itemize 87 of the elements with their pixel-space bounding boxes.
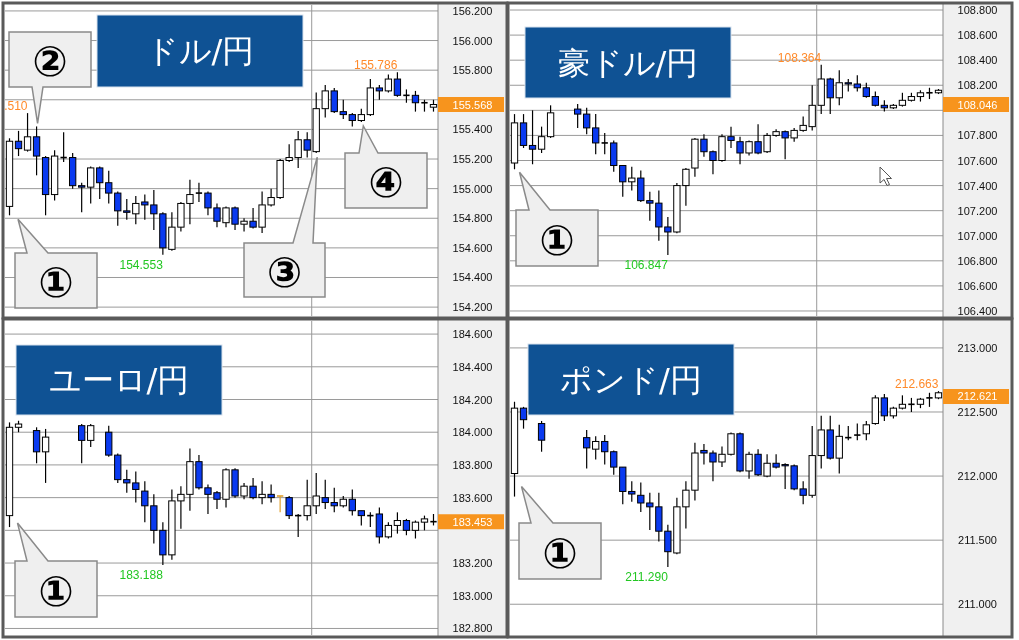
y-tick-label: 107.000 <box>957 229 998 242</box>
y-tick-label: 106.800 <box>957 254 998 267</box>
ref-line-label: 212.621 <box>957 390 998 403</box>
annotation: ① <box>38 258 74 307</box>
y-tick-label: 107.600 <box>957 154 998 167</box>
y-tick-label: 108.600 <box>957 29 998 42</box>
annotation: 183.188 <box>119 568 164 582</box>
annotation: ④ <box>368 158 404 207</box>
candlestick <box>375 506 384 545</box>
y-tick-label: 106.600 <box>957 279 998 292</box>
annotation: 211.290 <box>625 570 669 585</box>
y-tick-label: 183.800 <box>452 458 493 471</box>
candlestick <box>880 393 889 422</box>
candlestick <box>411 90 420 113</box>
text: ドル/円 <box>145 32 255 70</box>
candlestick <box>519 406 528 430</box>
y-tick-label: 108.400 <box>957 54 998 67</box>
candlestick <box>32 426 41 464</box>
y-tick-label: 108.200 <box>957 79 998 92</box>
candlestick <box>537 420 546 453</box>
ref-line-label: 183.453 <box>452 515 493 528</box>
candlestick <box>393 71 402 98</box>
y-tick-label: 184.000 <box>452 426 493 439</box>
annotation: ① <box>38 566 74 616</box>
y-tick-label: 106.400 <box>957 304 998 317</box>
annotation: ① <box>539 215 575 265</box>
candlestick <box>78 423 86 464</box>
y-tick-label: 212.000 <box>957 470 998 483</box>
text: ポンド/円 <box>560 360 702 399</box>
annotation: .510 <box>4 99 28 114</box>
y-tick-label: 154.200 <box>452 301 493 314</box>
annotation: 108.364 <box>777 50 822 65</box>
annotation: 154.553 <box>119 257 164 272</box>
candlestick <box>537 126 546 154</box>
y-tick-label: 107.200 <box>957 204 998 217</box>
candlestick <box>583 429 591 469</box>
y-tick-label: 156.000 <box>452 34 493 47</box>
y-tick-label: 155.400 <box>452 123 493 136</box>
candlestick <box>393 511 402 535</box>
annotation: ③ <box>266 247 303 297</box>
y-tick-label: 184.200 <box>452 393 493 406</box>
candlestick <box>285 495 293 520</box>
candlestick <box>519 113 528 149</box>
y-tick-label: 183.200 <box>452 557 493 570</box>
candlestick <box>601 132 608 155</box>
y-tick-label: 211.500 <box>958 534 997 547</box>
y-tick-label: 154.400 <box>452 271 493 284</box>
y-tick-label: 154.600 <box>452 241 493 254</box>
candlestick <box>592 113 600 155</box>
text: 豪ドル/円 <box>557 43 699 82</box>
ref-line-label: 155.568 <box>452 98 493 111</box>
annotation: 212.663 <box>895 377 939 392</box>
y-tick-label: 156.200 <box>452 4 493 17</box>
candlestick <box>276 495 284 513</box>
candlestick <box>41 428 50 484</box>
text: ユーロ/円 <box>48 361 190 399</box>
candlestick <box>87 423 95 448</box>
y-tick-label: 182.800 <box>452 622 493 635</box>
annotation: ② <box>32 37 68 86</box>
y-tick-label: 108.800 <box>957 4 998 17</box>
candlestick <box>862 420 870 441</box>
y-tick-label: 212.500 <box>957 406 998 418</box>
y-tick-label: 155.000 <box>452 182 493 195</box>
y-tick-label: 155.800 <box>452 64 493 77</box>
y-tick-label: 184.600 <box>452 328 493 341</box>
y-tick-label: 184.400 <box>452 360 493 373</box>
candlestick <box>23 112 32 153</box>
candlestick <box>78 182 86 213</box>
candlestick <box>32 125 41 176</box>
candlestick <box>14 130 23 157</box>
y-tick-label: 155.200 <box>452 153 493 166</box>
y-tick-label: 107.400 <box>957 179 998 192</box>
annotation: 155.786 <box>354 58 398 73</box>
ref-line-label: 108.046 <box>957 98 998 111</box>
annotation: ① <box>542 528 578 578</box>
y-tick-label: 213.000 <box>957 341 998 354</box>
candlestick <box>546 104 555 139</box>
y-tick-label: 211.000 <box>958 598 997 611</box>
annotation: 106.847 <box>624 257 669 272</box>
candlestick <box>528 109 537 165</box>
candlestick <box>583 107 591 135</box>
y-tick-label: 154.800 <box>452 212 493 225</box>
y-tick-label: 183.600 <box>452 491 493 504</box>
candlestick <box>574 103 582 129</box>
y-tick-label: 107.800 <box>957 129 998 142</box>
y-tick-label: 183.000 <box>452 589 493 602</box>
candlestick <box>195 182 203 203</box>
